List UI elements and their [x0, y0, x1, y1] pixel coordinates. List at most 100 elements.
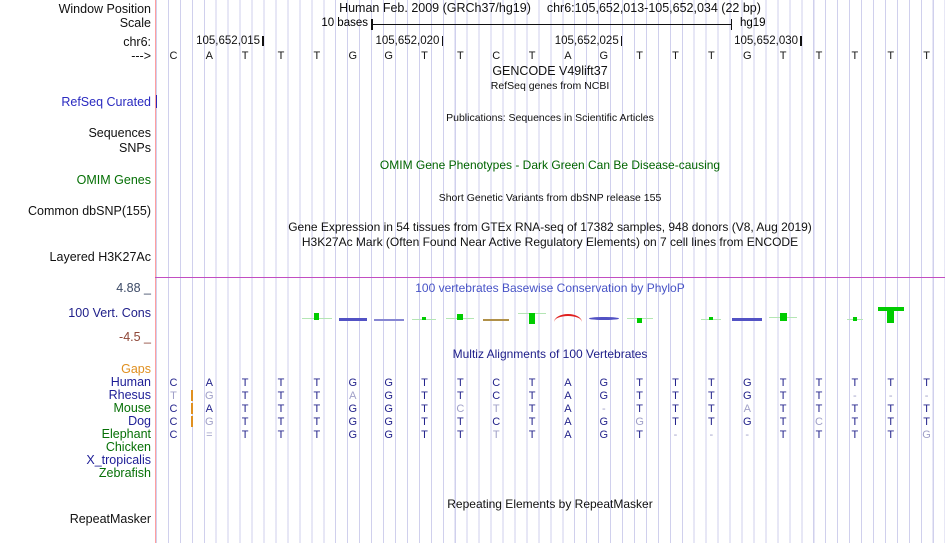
snps-label[interactable]: SNPs	[119, 141, 151, 155]
refseq-gene-fragment[interactable]	[155, 95, 158, 108]
omim-genes-label[interactable]: OMIM Genes	[76, 173, 151, 187]
alignment-base: T	[851, 428, 859, 441]
alignment-base: T	[421, 415, 428, 428]
alignment-base: T	[528, 376, 536, 389]
alignment-base: T	[313, 402, 321, 415]
ruler-base: T	[456, 50, 464, 62]
alignment-species-label-mouse[interactable]: Mouse	[113, 401, 151, 415]
phylop-score-dash	[338, 317, 367, 321]
track-separator-line	[155, 276, 945, 278]
alignment-base: T	[456, 415, 464, 428]
refseq-curated-label[interactable]: RefSeq Curated	[61, 95, 151, 109]
alignment-base: T	[708, 389, 715, 402]
alignment-species-label-zebrafish[interactable]: Zebrafish	[98, 466, 151, 480]
multiz-track-title[interactable]: Multiz Alignments of 100 Vertebrates	[452, 347, 648, 361]
gencode-track-title[interactable]: GENCODE V49lift37	[492, 64, 608, 78]
alignment-base: T	[528, 389, 536, 402]
alignment-base: C	[169, 402, 178, 415]
alignment-base: G	[205, 389, 214, 402]
phylop-score-dash	[588, 316, 619, 320]
vert-cons-label[interactable]: 100 Vert. Cons	[68, 306, 151, 320]
alignment-base: T	[708, 376, 715, 389]
alignment-base: G	[384, 389, 393, 402]
sequences-label[interactable]: Sequences	[88, 126, 151, 140]
alignment-species-label-dog[interactable]: Dog	[128, 414, 151, 428]
gtex-track-title[interactable]: Gene Expression in 54 tissues from GTEx …	[288, 220, 812, 234]
alignment-base: T	[672, 402, 679, 415]
alignment-base: -	[888, 389, 893, 402]
alignment-base: -	[745, 428, 750, 441]
alignment-base: T	[672, 415, 679, 428]
alignment-base: T	[636, 402, 644, 415]
conservation-max-value: 4.88 _	[116, 281, 151, 295]
alignment-base: C	[169, 376, 178, 389]
dbsnp-track-title[interactable]: Short Genetic Variants from dbSNP releas…	[438, 192, 662, 204]
phylop-score-dash	[373, 319, 404, 321]
ruler-base: T	[923, 50, 930, 62]
window-position-title: Human Feb. 2009 (GRCh37/hg19) chr6:105,65…	[155, 2, 945, 15]
alignment-base: A	[564, 389, 572, 402]
ruler-base: A	[564, 50, 572, 62]
layered-h3k27ac-label[interactable]: Layered H3K27Ac	[49, 250, 151, 264]
ruler-base: T	[708, 50, 715, 62]
alignment-species-label-human[interactable]: Human	[110, 375, 151, 389]
alignment-species-label-chicken[interactable]: Chicken	[105, 440, 151, 454]
ruler-base: T	[672, 50, 679, 62]
range-title: chr6:105,652,013-105,652,034 (22 bp)	[546, 1, 761, 15]
h3k27ac-track-title[interactable]: H3K27Ac Mark (Often Found Near Active Re…	[301, 235, 799, 249]
alignment-base: T	[815, 389, 823, 402]
ruler-tick	[262, 36, 264, 46]
alignment-base: T	[277, 389, 285, 402]
alignment-base: A	[564, 415, 572, 428]
alignment-species-label-elephant[interactable]: Elephant	[101, 427, 151, 441]
alignment-base: T	[636, 428, 644, 441]
alignment-base: T	[636, 389, 644, 402]
ruler-base: T	[815, 50, 823, 62]
alignment-base: T	[636, 376, 644, 389]
alignment-base: G	[384, 428, 393, 441]
phylop-track-title[interactable]: 100 vertebrates Basewise Conservation by…	[415, 281, 685, 295]
common-dbsnp-label[interactable]: Common dbSNP(155)	[28, 204, 151, 218]
omim-track-title[interactable]: OMIM Gene Phenotypes - Dark Green Can Be…	[379, 158, 721, 172]
alignment-base: C	[492, 376, 501, 389]
strand-arrow[interactable]: --->	[131, 49, 151, 63]
assembly-title: Human Feb. 2009 (GRCh37/hg19)	[339, 1, 531, 15]
phylop-positive-bar	[457, 313, 464, 320]
alignment-base: C	[492, 415, 501, 428]
alignment-species-label-x_tropicalis[interactable]: X_tropicalis	[86, 453, 151, 467]
alignment-base: T	[170, 389, 177, 402]
alignment-base: G	[348, 415, 358, 428]
alignment-base: T	[421, 376, 428, 389]
phylop-positive-stem	[887, 307, 895, 323]
alignment-base: A	[564, 376, 572, 389]
alignment-base: T	[815, 402, 823, 415]
alignment-base: T	[923, 415, 930, 428]
phylop-positive-bar	[779, 313, 787, 321]
repeatmasker-label[interactable]: RepeatMasker	[69, 512, 151, 526]
window-position-label: Window Position	[58, 2, 151, 16]
ruler-tick	[441, 36, 443, 46]
gaps-label[interactable]: Gaps	[121, 362, 151, 376]
alignment-base: -	[601, 402, 606, 415]
alignment-base: T	[779, 376, 787, 389]
ruler-base: T	[421, 50, 428, 62]
alignment-base: G	[348, 428, 358, 441]
alignment-base: T	[708, 415, 715, 428]
repeatmasker-track-title[interactable]: Repeating Elements by RepeatMasker	[447, 497, 653, 511]
alignment-base: T	[456, 376, 464, 389]
publications-track-title[interactable]: Publications: Sequences in Scientific Ar…	[446, 112, 654, 124]
alignment-base: C	[814, 415, 823, 428]
alignment-base: T	[887, 428, 895, 441]
alignment-base: T	[815, 376, 823, 389]
alignment-base: C	[456, 402, 465, 415]
alignment-base: T	[492, 428, 500, 441]
alignment-base: T	[313, 428, 321, 441]
phylop-positive-bar	[422, 316, 427, 320]
ruler-base: T	[277, 50, 285, 62]
alignment-base: T	[672, 376, 679, 389]
alignment-base: G	[384, 376, 393, 389]
gencode-track-subtitle[interactable]: RefSeq genes from NCBI	[490, 80, 610, 92]
alignment-base: T	[277, 402, 285, 415]
alignment-species-label-rhesus[interactable]: Rhesus	[108, 388, 151, 402]
